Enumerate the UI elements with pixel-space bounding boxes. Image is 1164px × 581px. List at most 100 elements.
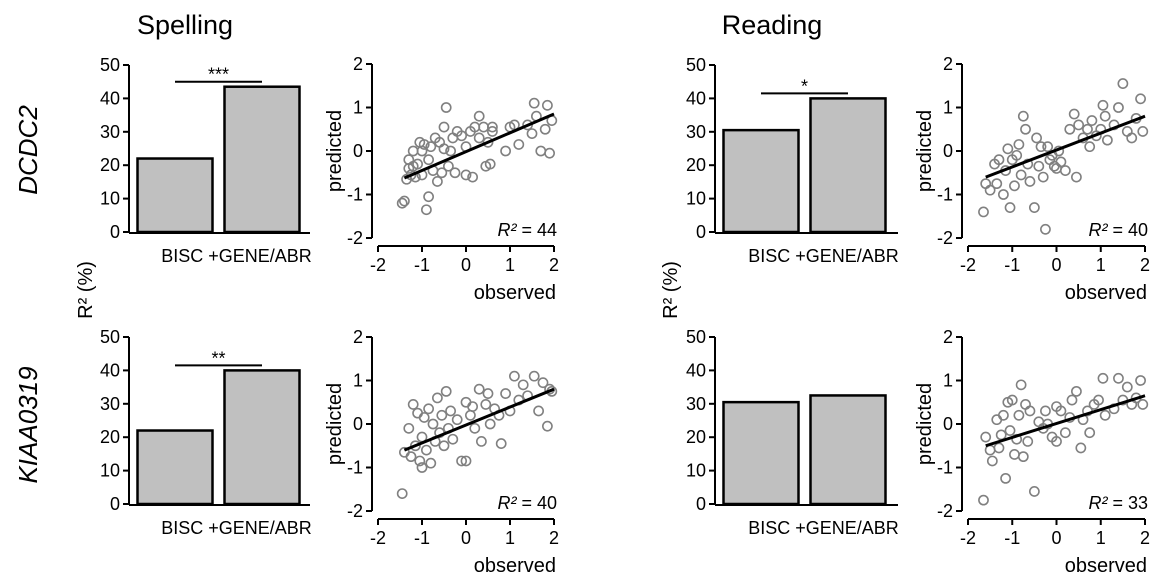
- data-point: [438, 143, 450, 155]
- data-point: [449, 167, 461, 179]
- y-tick-label: 0: [110, 494, 120, 514]
- data-point: [445, 405, 456, 417]
- y-tick-label: 40: [100, 88, 120, 108]
- data-point: [1084, 141, 1096, 153]
- data-point: [425, 141, 437, 153]
- data-point: [436, 409, 448, 421]
- data-point: [1055, 156, 1067, 168]
- data-point: [1042, 141, 1054, 153]
- data-point: [1040, 405, 1051, 417]
- y-axis-label: predicted: [914, 110, 936, 192]
- data-point: [486, 126, 498, 137]
- data-point: [1055, 405, 1067, 417]
- data-point: [1048, 160, 1060, 172]
- y-tick-label: -2: [937, 501, 953, 521]
- data-point: [1013, 409, 1025, 421]
- x-tick-label: 1: [505, 255, 515, 275]
- data-point: [418, 412, 430, 423]
- y-tick-label: -1: [347, 458, 363, 478]
- y-tick-label: 20: [686, 427, 706, 447]
- data-point: [1068, 108, 1080, 120]
- y-tick-label: 50: [100, 55, 120, 75]
- data-point: [469, 422, 481, 434]
- data-point: [482, 388, 494, 399]
- data-point: [539, 123, 551, 135]
- data-point: [475, 435, 487, 447]
- data-point: [1028, 486, 1040, 497]
- data-point: [460, 396, 472, 408]
- y-tick-label: 10: [686, 461, 706, 481]
- data-point: [1059, 427, 1071, 439]
- data-point: [980, 431, 992, 443]
- category-labels: BISC +GENE/ABR: [748, 518, 899, 538]
- data-point: [442, 160, 454, 172]
- x-tick-label: 2: [1140, 255, 1150, 275]
- data-point: [986, 455, 998, 467]
- data-point: [1015, 169, 1027, 181]
- data-point: [440, 102, 452, 113]
- data-point: [1086, 115, 1098, 126]
- data-point: [1101, 134, 1113, 146]
- y-tick-label: -1: [937, 185, 953, 205]
- y-tick-label: 30: [100, 122, 120, 142]
- x-tick-label: 1: [1096, 255, 1106, 275]
- data-point: [1099, 409, 1111, 421]
- data-point: [509, 370, 520, 382]
- data-point: [431, 176, 443, 187]
- y-tick-label: 30: [100, 394, 120, 414]
- data-point: [500, 145, 511, 157]
- y-tick-label: 50: [686, 327, 706, 347]
- data-point: [1093, 394, 1104, 406]
- y-tick-label: 1: [353, 98, 363, 118]
- data-point: [484, 158, 496, 170]
- row-label-kiaa0319: KIAA0319: [13, 366, 43, 483]
- bar-bisc: [136, 429, 214, 506]
- data-point: [1037, 171, 1049, 183]
- data-point: [423, 154, 434, 166]
- data-point: [1113, 102, 1124, 113]
- y-tick-label: 0: [696, 222, 706, 242]
- data-point: [1004, 202, 1016, 213]
- data-point: [993, 154, 1005, 166]
- data-point: [1137, 399, 1149, 410]
- bar--gene-abr: [223, 369, 301, 506]
- y-tick-label: 2: [943, 327, 953, 347]
- data-point: [420, 444, 432, 456]
- y-tick-label: 40: [686, 88, 706, 108]
- y-tick-label: 20: [100, 427, 120, 447]
- regression-line: [985, 114, 1146, 179]
- data-point: [991, 178, 1003, 190]
- data-point: [993, 442, 1005, 454]
- y-tick-label: 0: [110, 222, 120, 242]
- data-point: [484, 418, 496, 430]
- significance-marker: **: [211, 348, 225, 368]
- data-point: [1024, 176, 1036, 187]
- regression-line: [403, 112, 555, 180]
- data-point: [464, 409, 476, 421]
- data-point: [517, 379, 529, 391]
- x-tick-label: -1: [414, 528, 430, 548]
- x-tick-label: -1: [1004, 528, 1020, 548]
- x-tick-label: 1: [1096, 528, 1106, 548]
- bar-bisc: [136, 157, 214, 234]
- x-tick-label: 2: [549, 255, 559, 275]
- y-tick-label: 0: [943, 141, 953, 161]
- y-tick-label: 40: [100, 360, 120, 380]
- data-point: [460, 455, 472, 467]
- x-tick-label: -2: [370, 528, 386, 548]
- data-point: [1000, 472, 1012, 484]
- data-point: [1073, 119, 1085, 131]
- scatter-plot: -2 -1 0 1 2 -2 -1 0 1 2 observed predicted R² = 44: [324, 54, 559, 304]
- data-point: [460, 169, 472, 181]
- data-point: [998, 189, 1009, 200]
- data-point: [480, 399, 492, 410]
- section-title-reading: Reading: [722, 10, 823, 40]
- data-point: [1004, 425, 1016, 436]
- data-point: [456, 130, 467, 142]
- data-point: [1075, 442, 1087, 454]
- data-point: [478, 121, 489, 133]
- bar-chart: 0 10 20 30 40 50 BISC +GENE/ABR ***: [100, 55, 312, 266]
- data-point: [1121, 126, 1133, 137]
